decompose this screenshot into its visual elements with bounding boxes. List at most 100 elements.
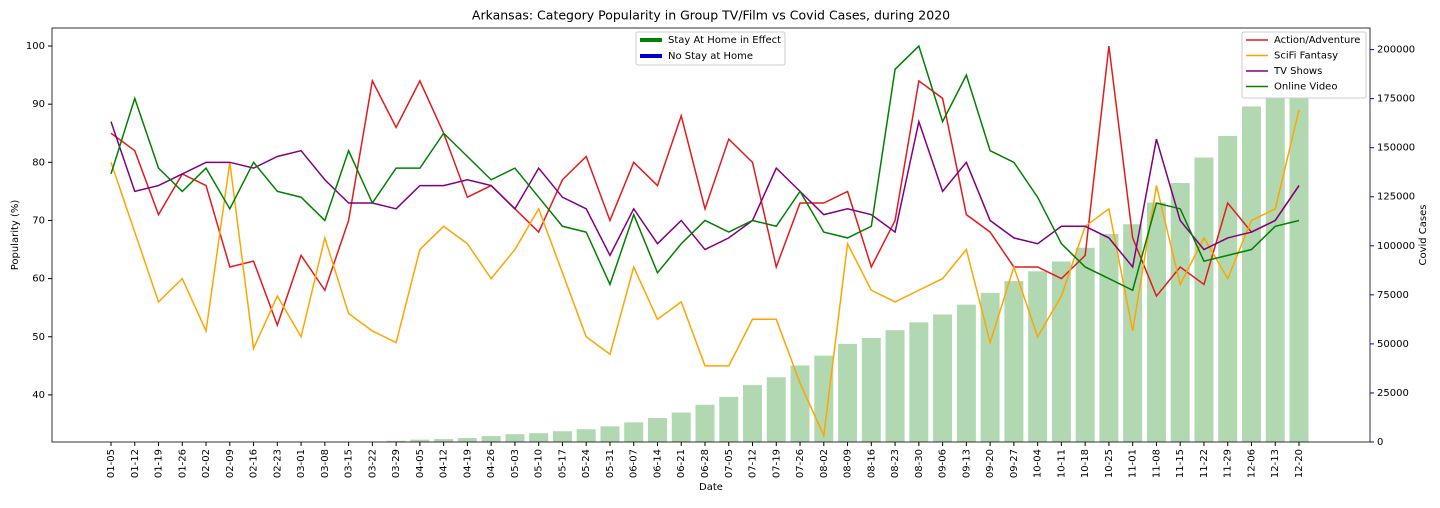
x-tick-label: 06-14 — [652, 449, 663, 478]
x-tick-label: 06-21 — [676, 449, 687, 478]
bar — [1242, 106, 1261, 442]
x-tick-label: 07-26 — [795, 449, 806, 478]
bar — [814, 356, 833, 442]
x-tick-label: 12-06 — [1246, 449, 1257, 478]
x-tick-label: 02-23 — [272, 449, 283, 478]
x-tick-label: 05-10 — [534, 449, 545, 478]
x-axis-label: Date — [699, 482, 723, 493]
y2-tick-label: 125000 — [1377, 192, 1415, 203]
line — [111, 46, 1299, 325]
bar — [648, 418, 667, 442]
x-tick-label: 03-22 — [367, 449, 378, 478]
x-tick-label: 05-03 — [510, 449, 521, 478]
x-tick-label: 07-05 — [724, 449, 735, 478]
bar — [1076, 248, 1095, 442]
x-tick-label: 03-08 — [320, 449, 331, 478]
x-tick-label: 09-13 — [961, 449, 972, 478]
x-tick-label: 10-04 — [1033, 449, 1044, 478]
x-tick-label: 01-19 — [154, 449, 165, 478]
bar — [434, 439, 453, 442]
x-tick-label: 04-12 — [439, 449, 450, 478]
bar — [458, 438, 477, 442]
x-tick-label: 11-08 — [1151, 449, 1162, 478]
x-tick-label: 08-16 — [866, 449, 877, 478]
x-tick-label: 05-24 — [581, 449, 592, 478]
bar — [553, 431, 572, 442]
x-tick-label: 05-17 — [557, 449, 568, 478]
x-tick-label: 02-02 — [201, 449, 212, 478]
y2-tick-label: 100000 — [1377, 241, 1415, 252]
y-tick-label: 40 — [32, 390, 45, 401]
bar — [577, 429, 596, 442]
x-tick-label: 01-26 — [177, 449, 188, 478]
chart-title: Arkansas: Category Popularity in Group T… — [472, 8, 950, 23]
x-tick-label: 01-05 — [106, 449, 117, 478]
x-tick-label: 06-28 — [700, 449, 711, 478]
x-tick-label: 12-13 — [1270, 449, 1281, 478]
y2-tick-label: 175000 — [1377, 94, 1415, 105]
y-tick-label: 50 — [32, 332, 45, 343]
bar — [672, 413, 691, 442]
bar — [957, 305, 976, 442]
bar — [482, 436, 501, 442]
y-tick-label: 90 — [32, 99, 45, 110]
x-tick-label: 03-01 — [296, 449, 307, 478]
x-tick-label: 10-11 — [1056, 449, 1067, 478]
x-tick-label: 11-22 — [1199, 449, 1210, 478]
bar — [1004, 281, 1023, 442]
bar — [624, 422, 643, 442]
x-tick-label: 07-19 — [771, 449, 782, 478]
legend-label: TV Shows — [1273, 66, 1322, 77]
bar — [696, 405, 715, 442]
bar — [1099, 234, 1118, 442]
bar — [1290, 50, 1309, 442]
y2-tick-label: 25000 — [1377, 388, 1409, 399]
bar — [719, 397, 738, 442]
bar — [767, 377, 786, 442]
bar — [1218, 136, 1237, 442]
y-axis-label: Popularity (%) — [10, 200, 21, 271]
x-tick-label: 04-05 — [415, 449, 426, 478]
bar — [743, 385, 762, 442]
y-tick-label: 70 — [32, 215, 45, 226]
bar — [862, 338, 881, 442]
y2-tick-label: 50000 — [1377, 339, 1409, 350]
bar — [933, 314, 952, 442]
y2-axis-label: Covid Cases — [1418, 204, 1429, 265]
y-tick-label: 100 — [26, 41, 45, 52]
x-tick-label: 09-27 — [1009, 449, 1020, 478]
y2-tick-label: 75000 — [1377, 290, 1409, 301]
x-tick-label: 02-09 — [225, 449, 236, 478]
bar — [600, 426, 619, 442]
y-tick-label: 80 — [32, 157, 45, 168]
legend-label: SciFi Fantasy — [1274, 51, 1338, 62]
line — [111, 110, 1299, 436]
x-tick-label: 03-15 — [344, 449, 355, 478]
y-tick-label: 60 — [32, 274, 45, 285]
x-tick-label: 09-20 — [985, 449, 996, 478]
y2-tick-label: 150000 — [1377, 143, 1415, 154]
bar — [529, 433, 548, 442]
x-tick-label: 09-06 — [938, 449, 949, 478]
legend-label: Online Video — [1274, 82, 1337, 93]
bar — [909, 322, 928, 442]
bar — [791, 365, 810, 442]
x-tick-label: 11-01 — [1128, 449, 1139, 478]
x-tick-label: 08-23 — [890, 449, 901, 478]
y2-tick-label: 0 — [1377, 437, 1383, 448]
x-tick-label: 08-30 — [914, 449, 925, 478]
x-tick-label: 01-12 — [130, 449, 141, 478]
x-tick-label: 10-25 — [1104, 449, 1115, 478]
bar — [886, 330, 905, 442]
x-tick-label: 02-16 — [249, 449, 260, 478]
x-tick-label: 08-02 — [819, 449, 830, 478]
x-tick-label: 10-18 — [1080, 449, 1091, 478]
x-tick-label: 11-29 — [1223, 449, 1234, 478]
bar — [1052, 261, 1071, 442]
x-tick-label: 11-15 — [1175, 449, 1186, 478]
x-tick-label: 06-07 — [629, 449, 640, 478]
x-tick-label: 03-29 — [391, 449, 402, 478]
x-tick-label: 08-09 — [843, 449, 854, 478]
bar — [1194, 157, 1213, 442]
